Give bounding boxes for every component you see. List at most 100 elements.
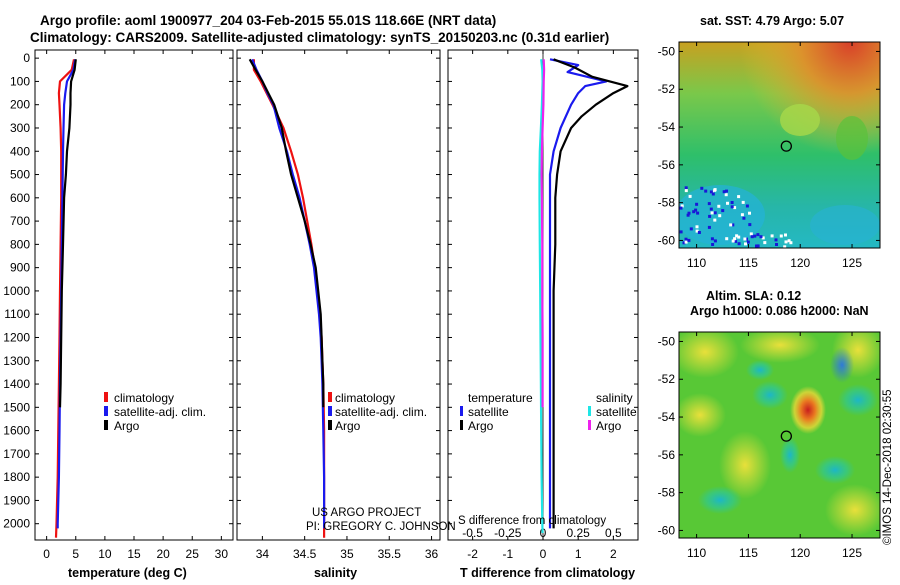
legend-t-argo: Argo — [468, 419, 494, 433]
difference-legend: temperature satellite Argo salinity sate… — [460, 391, 637, 433]
salinity-profile: 34 34.5 35 35.5 36 — [236, 49, 441, 561]
sst-map-title: sat. SST: 4.79 Argo: 5.07 — [700, 14, 844, 28]
x-tick-label: 15 — [127, 547, 141, 561]
legend-temperature-title: temperature — [468, 391, 533, 405]
series-line-s-argo — [540, 59, 546, 408]
depth-axis: 0 100 200 300 400 500 600 700 800 900 1000 1100 1200… — [3, 51, 30, 531]
lat-tick-label: -54 — [658, 120, 676, 134]
lat-tick-label: -56 — [658, 158, 676, 172]
depth-tick-label: 0 — [23, 51, 30, 65]
depth-tick-label: 1000 — [3, 284, 30, 298]
lat-tick-label: -60 — [658, 523, 676, 537]
s-diff-tick-label: -0.25 — [494, 526, 522, 540]
x-tick-label: 0 — [43, 547, 50, 561]
x-tick-label: 30 — [215, 547, 229, 561]
series-line-argo — [58, 59, 77, 408]
depth-tick-label: 900 — [10, 261, 30, 275]
figure-title: Argo profile: aoml 1900977_204 03-Feb-20… — [40, 13, 496, 28]
legend-swatch-argo — [328, 420, 332, 430]
s-diff-tick-label: -0.5 — [462, 526, 483, 540]
s-diff-tick-label: 0.25 — [567, 526, 591, 540]
lat-tick-label: -50 — [658, 44, 676, 58]
depth-tick-label: 1800 — [3, 470, 30, 484]
x-tick-label: 0 — [540, 547, 547, 561]
x-tick-label: -1 — [502, 547, 513, 561]
sla-map: Altim. SLA: 0.12 Argo h1000: 0.086 h2000… — [658, 289, 881, 560]
sla-map-subtitle: Argo h1000: 0.086 h2000: NaN — [690, 304, 869, 318]
x-tick-label: 5 — [72, 547, 79, 561]
profile-location-marker — [780, 430, 792, 442]
x-tick-label: 20 — [156, 547, 170, 561]
x-tick-label: 34 — [256, 547, 270, 561]
x-tick-label: 2 — [610, 547, 617, 561]
t-diff-axis-label: T difference from climatology — [460, 566, 635, 580]
legend-t-satellite: satellite — [468, 405, 509, 419]
lat-tick-label: -54 — [658, 410, 676, 424]
x-tick-label: -2 — [467, 547, 478, 561]
depth-tick-label: 800 — [10, 237, 30, 251]
lat-tick-label: -58 — [658, 486, 676, 500]
lon-tick-label: 120 — [790, 256, 810, 270]
depth-tick-label: 2000 — [3, 517, 30, 531]
plot-frame — [236, 49, 441, 541]
series-line-climatology — [54, 59, 76, 538]
depth-tick-label: 1700 — [3, 447, 30, 461]
lat-tick-label: -56 — [658, 448, 676, 462]
lat-tick-label: -52 — [658, 372, 676, 386]
salinity-axis-label: salinity — [314, 566, 357, 580]
sst-map: sat. SST: 4.79 Argo: 5.07 -50 -52 -54 -56 -5… — [658, 14, 881, 270]
x-tick-label: 35 — [340, 547, 354, 561]
series-line-s-satellite — [538, 59, 544, 534]
legend-swatch-t-argo — [460, 420, 463, 430]
depth-tick-label: 500 — [10, 168, 30, 182]
legend-s-argo: Argo — [596, 419, 622, 433]
x-tick-label: 35.5 — [378, 547, 402, 561]
series-line-climatology — [252, 59, 326, 538]
lon-tick-label: 110 — [687, 546, 706, 560]
lon-tick-label: 115 — [739, 256, 758, 270]
sla-map-title: Altim. SLA: 0.12 — [706, 289, 801, 303]
depth-tick-label: 1100 — [4, 307, 30, 321]
x-tick-label: 36 — [425, 547, 439, 561]
salinity-legend: climatology satellite-adj. clim. Argo — [328, 391, 427, 433]
legend-swatch-argo — [104, 420, 108, 430]
depth-tick-label: 400 — [10, 144, 30, 158]
depth-tick-label: 600 — [10, 191, 30, 205]
depth-tick-label: 300 — [10, 121, 30, 135]
series-line-satellite-adj-clim- — [251, 58, 326, 529]
lon-tick-label: 125 — [842, 546, 862, 560]
lat-tick-label: -52 — [658, 82, 676, 96]
depth-tick-label: 1200 — [3, 330, 30, 344]
depth-tick-label: 200 — [10, 98, 30, 112]
legend-swatch-satellite — [328, 406, 332, 416]
series-line-satellite-adj-clim- — [56, 59, 77, 529]
pi-credit: PI: GREGORY C. JOHNSON — [306, 521, 456, 533]
lon-tick-label: 120 — [790, 546, 810, 560]
difference-profile: -2 -1 0 1 2-0.5 -0.25 0 0.25 0.5 — [447, 49, 639, 561]
profile-location-marker — [780, 140, 792, 152]
lat-tick-label: -58 — [658, 196, 676, 210]
legend-argo: Argo — [114, 419, 140, 433]
depth-tick-label: 1400 — [3, 377, 30, 391]
legend-argo: Argo — [335, 419, 361, 433]
legend-salinity-title: salinity — [596, 391, 633, 405]
x-tick-label: 1 — [575, 547, 582, 561]
lon-tick-label: 115 — [739, 546, 758, 560]
x-tick-label: 10 — [98, 547, 112, 561]
lon-tick-label: 125 — [842, 256, 862, 270]
legend-satellite-adj: satellite-adj. clim. — [114, 405, 206, 419]
legend-swatch-t-satellite — [460, 406, 463, 416]
legend-swatch-satellite — [104, 406, 108, 416]
x-tick-label: 34.5 — [293, 547, 317, 561]
legend-swatch-climatology — [328, 392, 332, 402]
depth-tick-label: 1600 — [3, 424, 30, 438]
depth-tick-label: 1900 — [3, 493, 30, 507]
depth-tick-label: 100 — [10, 74, 30, 88]
lat-tick-label: -60 — [658, 233, 676, 247]
figure-subtitle: Climatology: CARS2009. Satellite-adjuste… — [30, 30, 609, 45]
legend-s-satellite: satellite — [596, 405, 637, 419]
legend-satellite-adj: satellite-adj. clim. — [335, 405, 427, 419]
project-credit: US ARGO PROJECT — [312, 507, 421, 519]
lat-tick-label: -50 — [658, 334, 676, 348]
